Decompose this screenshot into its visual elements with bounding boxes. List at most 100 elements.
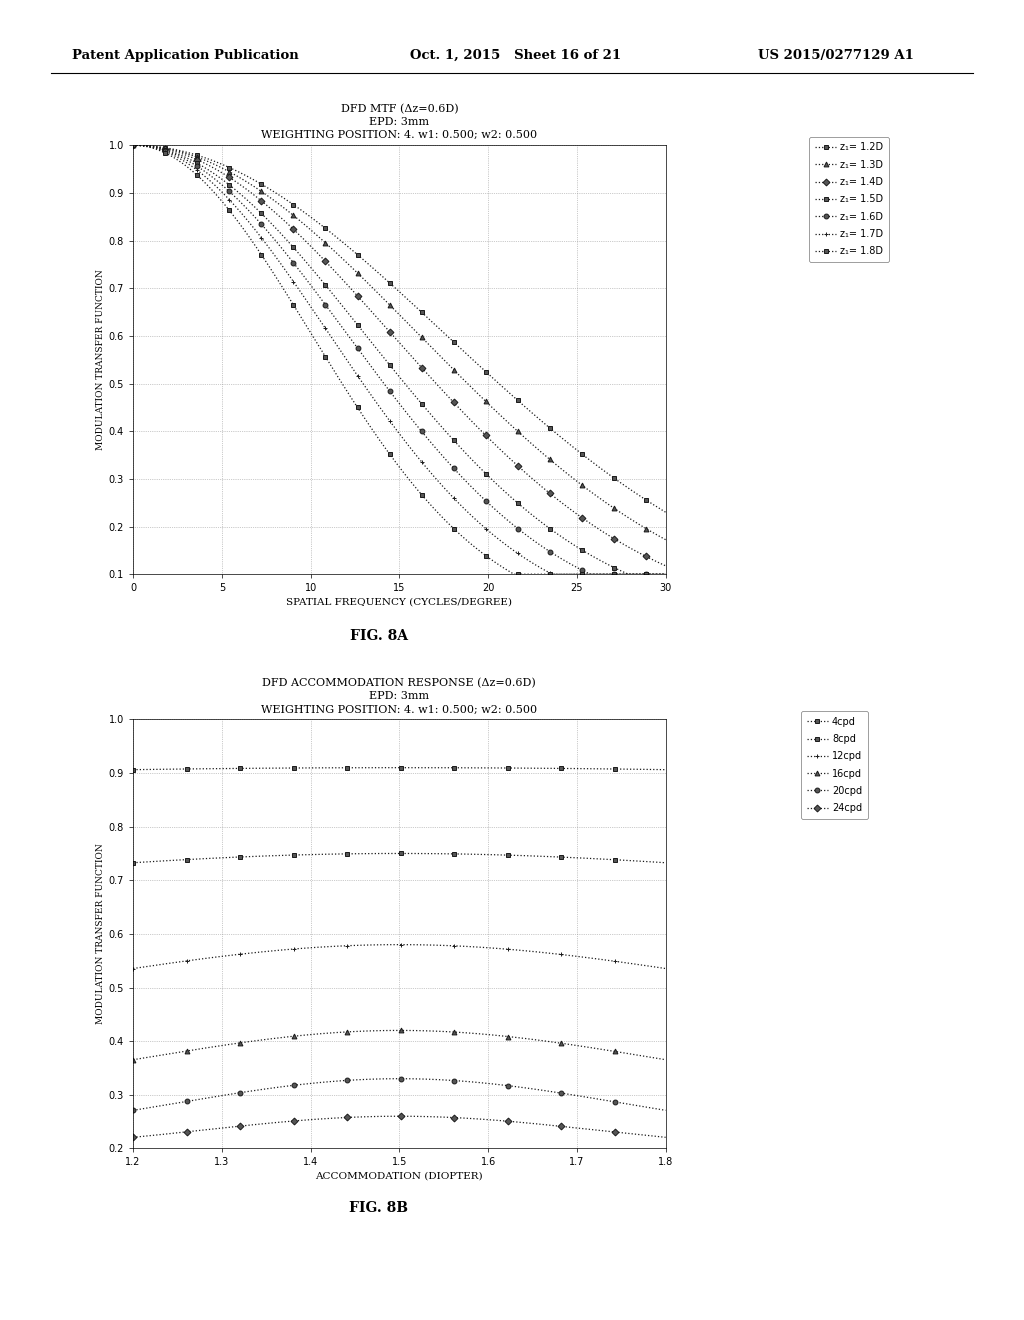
z₁= 1.5D xyxy=(659,566,672,582)
z₁= 1.4D xyxy=(575,510,588,525)
z₁= 1.4D xyxy=(444,391,457,407)
12cpd xyxy=(148,957,161,973)
20cpd xyxy=(159,1097,171,1113)
24cpd xyxy=(148,1127,161,1143)
z₁= 1.5D xyxy=(609,561,622,577)
12cpd xyxy=(392,937,404,953)
z₁= 1.3D xyxy=(453,367,465,383)
4cpd xyxy=(392,760,404,776)
Legend: 4cpd, 8cpd, 12cpd, 16cpd, 20cpd, 24cpd: 4cpd, 8cpd, 12cpd, 16cpd, 20cpd, 24cpd xyxy=(801,710,868,818)
Text: US 2015/0277129 A1: US 2015/0277129 A1 xyxy=(758,49,913,62)
z₁= 1.7D xyxy=(578,566,590,582)
12cpd xyxy=(127,961,139,977)
z₁= 1.7D xyxy=(444,486,457,502)
8cpd xyxy=(127,855,139,871)
X-axis label: SPATIAL FREQUENCY (CYCLES/DEGREE): SPATIAL FREQUENCY (CYCLES/DEGREE) xyxy=(287,598,512,606)
z₁= 1.3D xyxy=(659,532,672,548)
16cpd xyxy=(148,1048,161,1064)
24cpd xyxy=(392,1109,404,1125)
8cpd xyxy=(159,853,171,869)
20cpd xyxy=(392,1071,404,1086)
z₁= 1.6D xyxy=(611,566,624,582)
8cpd xyxy=(616,853,629,869)
z₁= 1.4D xyxy=(453,400,465,416)
Text: FIG. 8A: FIG. 8A xyxy=(350,630,408,643)
24cpd xyxy=(616,1125,629,1140)
Title: DFD MTF (Δz=0.6D)
EPD: 3mm
WEIGHTING POSITION: 4. w1: 0.500; w2: 0.500: DFD MTF (Δz=0.6D) EPD: 3mm WEIGHTING POS… xyxy=(261,103,538,140)
4cpd xyxy=(159,762,171,777)
z₁= 1.4D xyxy=(127,137,139,153)
16cpd xyxy=(616,1045,629,1061)
Text: Patent Application Publication: Patent Application Publication xyxy=(72,49,298,62)
z₁= 1.6D xyxy=(442,454,455,470)
12cpd xyxy=(268,942,281,958)
z₁= 1.4D xyxy=(659,558,672,574)
Legend: z₁= 1.2D, z₁= 1.3D, z₁= 1.4D, z₁= 1.5D, z₁= 1.6D, z₁= 1.7D, z₁= 1.8D: z₁= 1.2D, z₁= 1.3D, z₁= 1.4D, z₁= 1.5D, … xyxy=(809,137,889,263)
z₁= 1.6D xyxy=(585,566,597,582)
Y-axis label: MODULATION TRANSFER FUNCTION: MODULATION TRANSFER FUNCTION xyxy=(95,843,104,1024)
8cpd xyxy=(148,854,161,870)
z₁= 1.4D xyxy=(609,532,622,548)
z₁= 1.6D xyxy=(659,566,672,582)
Line: 20cpd: 20cpd xyxy=(131,1076,668,1113)
z₁= 1.5D xyxy=(444,429,457,445)
8cpd xyxy=(392,846,404,862)
Text: Oct. 1, 2015   Sheet 16 of 21: Oct. 1, 2015 Sheet 16 of 21 xyxy=(410,49,621,62)
z₁= 1.7D xyxy=(129,137,141,153)
z₁= 1.5D xyxy=(453,438,465,454)
4cpd xyxy=(616,762,629,777)
z₁= 1.5D xyxy=(127,137,139,153)
24cpd xyxy=(268,1114,281,1130)
16cpd xyxy=(635,1048,647,1064)
z₁= 1.6D xyxy=(575,562,588,578)
Line: 12cpd: 12cpd xyxy=(131,942,668,972)
Line: z₁= 1.3D: z₁= 1.3D xyxy=(131,143,668,543)
16cpd xyxy=(127,1052,139,1068)
z₁= 1.2D xyxy=(659,504,672,520)
z₁= 1.8D xyxy=(508,566,520,582)
z₁= 1.4D xyxy=(442,389,455,405)
z₁= 1.2D xyxy=(442,329,455,345)
20cpd xyxy=(148,1098,161,1114)
4cpd xyxy=(659,762,672,777)
z₁= 1.6D xyxy=(453,466,465,482)
16cpd xyxy=(392,1023,404,1039)
Line: 4cpd: 4cpd xyxy=(131,766,668,772)
12cpd xyxy=(635,957,647,973)
z₁= 1.3D xyxy=(609,502,622,517)
X-axis label: ACCOMMODATION (DIOPTER): ACCOMMODATION (DIOPTER) xyxy=(315,1172,483,1180)
z₁= 1.2D xyxy=(127,137,139,153)
z₁= 1.7D xyxy=(127,137,139,153)
z₁= 1.2D xyxy=(129,137,141,153)
z₁= 1.8D xyxy=(127,137,139,153)
12cpd xyxy=(159,956,171,972)
z₁= 1.5D xyxy=(575,543,588,558)
12cpd xyxy=(616,954,629,970)
20cpd xyxy=(226,1086,239,1102)
z₁= 1.6D xyxy=(127,137,139,153)
Y-axis label: MODULATION TRANSFER FUNCTION: MODULATION TRANSFER FUNCTION xyxy=(95,269,104,450)
Line: z₁= 1.2D: z₁= 1.2D xyxy=(131,143,668,515)
4cpd xyxy=(635,762,647,777)
8cpd xyxy=(659,855,672,871)
8cpd xyxy=(268,847,281,863)
z₁= 1.6D xyxy=(129,137,141,153)
Title: DFD ACCOMMODATION RESPONSE (Δz=0.6D)
EPD: 3mm
WEIGHTING POSITION: 4. w1: 0.500; : DFD ACCOMMODATION RESPONSE (Δz=0.6D) EPD… xyxy=(261,677,538,714)
Line: z₁= 1.7D: z₁= 1.7D xyxy=(131,143,668,577)
z₁= 1.2D xyxy=(444,331,457,347)
z₁= 1.8D xyxy=(659,566,672,582)
Line: z₁= 1.6D: z₁= 1.6D xyxy=(131,143,668,577)
Line: z₁= 1.4D: z₁= 1.4D xyxy=(131,143,668,568)
z₁= 1.2D xyxy=(575,446,588,462)
16cpd xyxy=(268,1031,281,1047)
4cpd xyxy=(127,762,139,777)
z₁= 1.8D xyxy=(444,517,457,533)
8cpd xyxy=(635,853,647,869)
24cpd xyxy=(159,1126,171,1142)
z₁= 1.8D xyxy=(611,566,624,582)
z₁= 1.8D xyxy=(578,566,590,582)
z₁= 1.5D xyxy=(624,566,636,582)
16cpd xyxy=(226,1036,239,1052)
24cpd xyxy=(659,1130,672,1146)
24cpd xyxy=(127,1130,139,1146)
